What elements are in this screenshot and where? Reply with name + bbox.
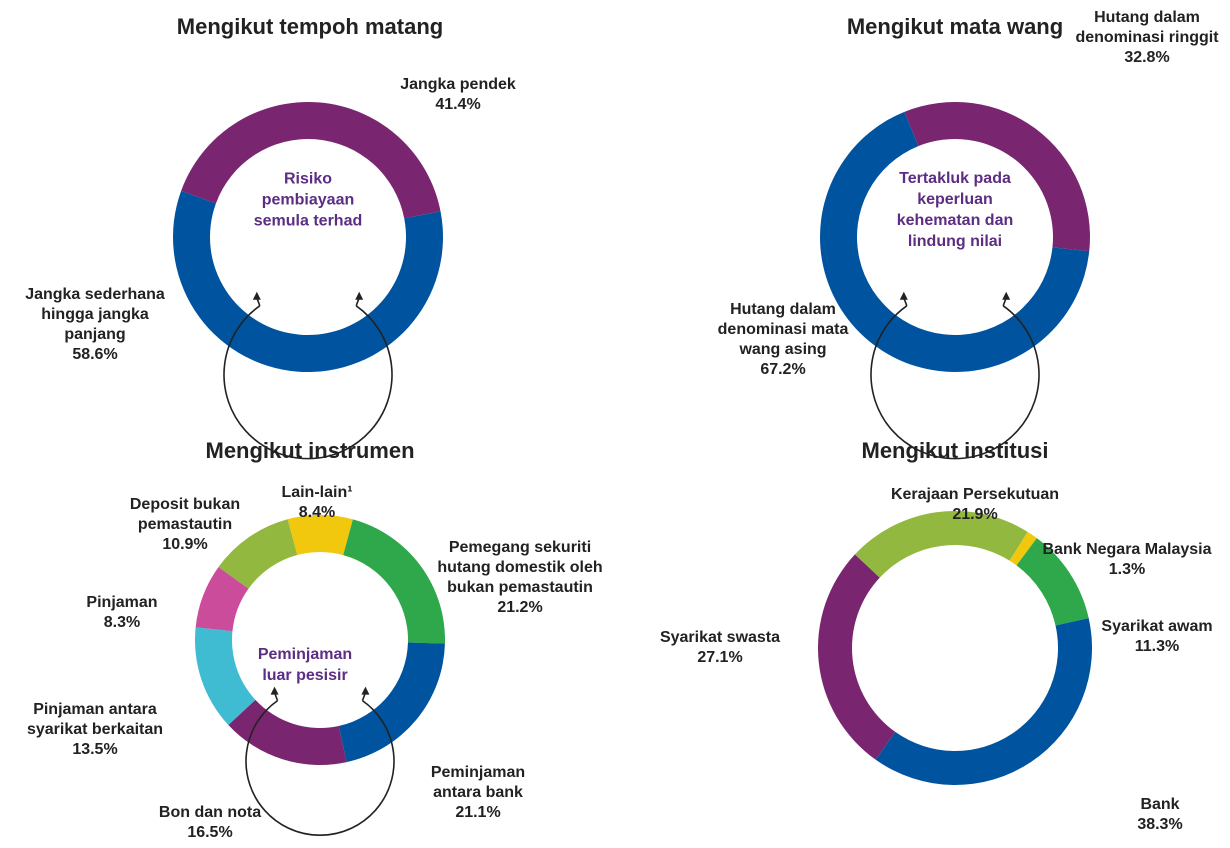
arrow-shaft (256, 297, 261, 307)
segment-label: Pinjaman 8.3% (72, 593, 172, 633)
segment-label: Syarikat awam 11.3% (1087, 617, 1227, 657)
arrow-head (899, 291, 908, 300)
arrow-shaft (1002, 297, 1007, 307)
category-label: Deposit bukan pemastautin (129, 496, 241, 533)
value-label: 11.3% (1134, 638, 1180, 655)
arrow-head (355, 291, 364, 300)
category-label: Syarikat swasta (659, 629, 781, 646)
segment-label: Pemegang sekuriti hutang domestik oleh b… (425, 538, 615, 618)
segment-label: Hutang dalam denominasi ringgit 32.8% (1072, 8, 1222, 68)
arrow-shaft (355, 297, 360, 307)
segment-label: Jangka pendek 41.4% (378, 75, 538, 115)
donut-segment (338, 642, 445, 763)
value-label: 10.9% (162, 536, 208, 553)
category-label: Bon dan nota (158, 804, 262, 821)
arrow-shaft (903, 297, 908, 307)
center-annotation: Tertakluk pada keperluan kehematan dan l… (896, 170, 1014, 250)
donut-segment (218, 519, 298, 589)
value-label: 1.3% (1108, 561, 1146, 578)
segment-label: Peminjaman antara bank 21.1% (418, 763, 538, 823)
donut-segment (181, 102, 441, 219)
chart-title: Mengikut tempoh matang (176, 14, 444, 39)
category-label: Pinjaman (86, 594, 158, 611)
value-label: 21.9% (952, 506, 998, 523)
value-label: 38.3% (1137, 816, 1183, 833)
segment-label: Lain-lain¹ 8.4% (257, 483, 377, 523)
cycle-arrow (245, 699, 395, 836)
arrow-head (270, 686, 279, 695)
segment-label: Kerajaan Persekutuan 21.9% (865, 485, 1085, 525)
category-label: Jangka pendek (400, 76, 516, 93)
chart-title: Mengikut institusi (861, 438, 1049, 463)
category-label: Kerajaan Persekutuan (890, 486, 1060, 503)
category-label: Bank (1140, 796, 1180, 813)
value-label: 8.3% (103, 614, 141, 631)
donut-segment (1016, 538, 1089, 626)
segment-label: Deposit bukan pemastautin 10.9% (115, 495, 255, 555)
center-annotation: Peminjaman luar pesisir (257, 646, 353, 684)
segment-label: Hutang dalam denominasi mata wang asing 6… (713, 300, 853, 380)
donut-segment (228, 699, 347, 766)
donut-segment (817, 554, 896, 760)
donut-segment (904, 101, 1090, 252)
category-label: Hutang dalam denominasi mata wang asing (717, 301, 849, 358)
segment-label: Pinjaman antara syarikat berkaitan 13.5% (10, 700, 180, 760)
value-label: 16.5% (187, 824, 233, 841)
donut-segment (343, 519, 445, 644)
donut-segment (287, 515, 353, 556)
segment-label: Bank Negara Malaysia 1.3% (1027, 540, 1227, 580)
donut-segment (875, 618, 1092, 785)
value-label: 21.2% (497, 599, 543, 616)
donut-segment (854, 510, 1028, 578)
category-label: Peminjaman antara bank (430, 764, 526, 801)
category-label: Pemegang sekuriti hutang domestik oleh b… (437, 539, 603, 596)
value-label: 67.2% (760, 361, 806, 378)
category-label: Lain-lain¹ (281, 484, 353, 501)
category-label: Bank Negara Malaysia (1042, 541, 1212, 558)
donut-segment (195, 567, 249, 632)
value-label: 27.1% (697, 649, 743, 666)
value-label: 41.4% (435, 96, 481, 113)
value-label: 8.4% (298, 504, 336, 521)
chart-title: Mengikut mata wang (846, 14, 1064, 39)
arrow-head (252, 291, 261, 300)
chart-title: Mengikut instrumen (205, 438, 415, 463)
category-label: Pinjaman antara syarikat berkaitan (26, 701, 164, 738)
donut-segment (195, 627, 256, 725)
segment-label: Syarikat swasta 27.1% (650, 628, 790, 668)
value-label: 32.8% (1124, 49, 1170, 66)
donut-segment (1009, 531, 1037, 566)
cycle-arrow (223, 305, 393, 460)
value-label: 58.6% (72, 346, 118, 363)
segment-label: Jangka sederhana hingga jangka panjang 58… (20, 285, 170, 365)
cycle-arrow (870, 305, 1040, 460)
arrow-head (1002, 291, 1011, 300)
value-label: 13.5% (72, 741, 118, 758)
center-annotation: Risiko pembiayaan semula terhad (253, 170, 363, 230)
category-label: Jangka sederhana hingga jangka panjang (25, 286, 165, 343)
value-label: 21.1% (455, 804, 501, 821)
segment-label: Bank 38.3% (1120, 795, 1200, 835)
donut-segment (172, 190, 443, 373)
arrow-head (361, 686, 370, 695)
category-label: Syarikat awam (1101, 618, 1213, 635)
segment-label: Bon dan nota 16.5% (145, 803, 275, 843)
arrow-shaft (273, 692, 279, 701)
category-label: Hutang dalam denominasi ringgit (1075, 9, 1219, 46)
arrow-shaft (361, 692, 367, 701)
